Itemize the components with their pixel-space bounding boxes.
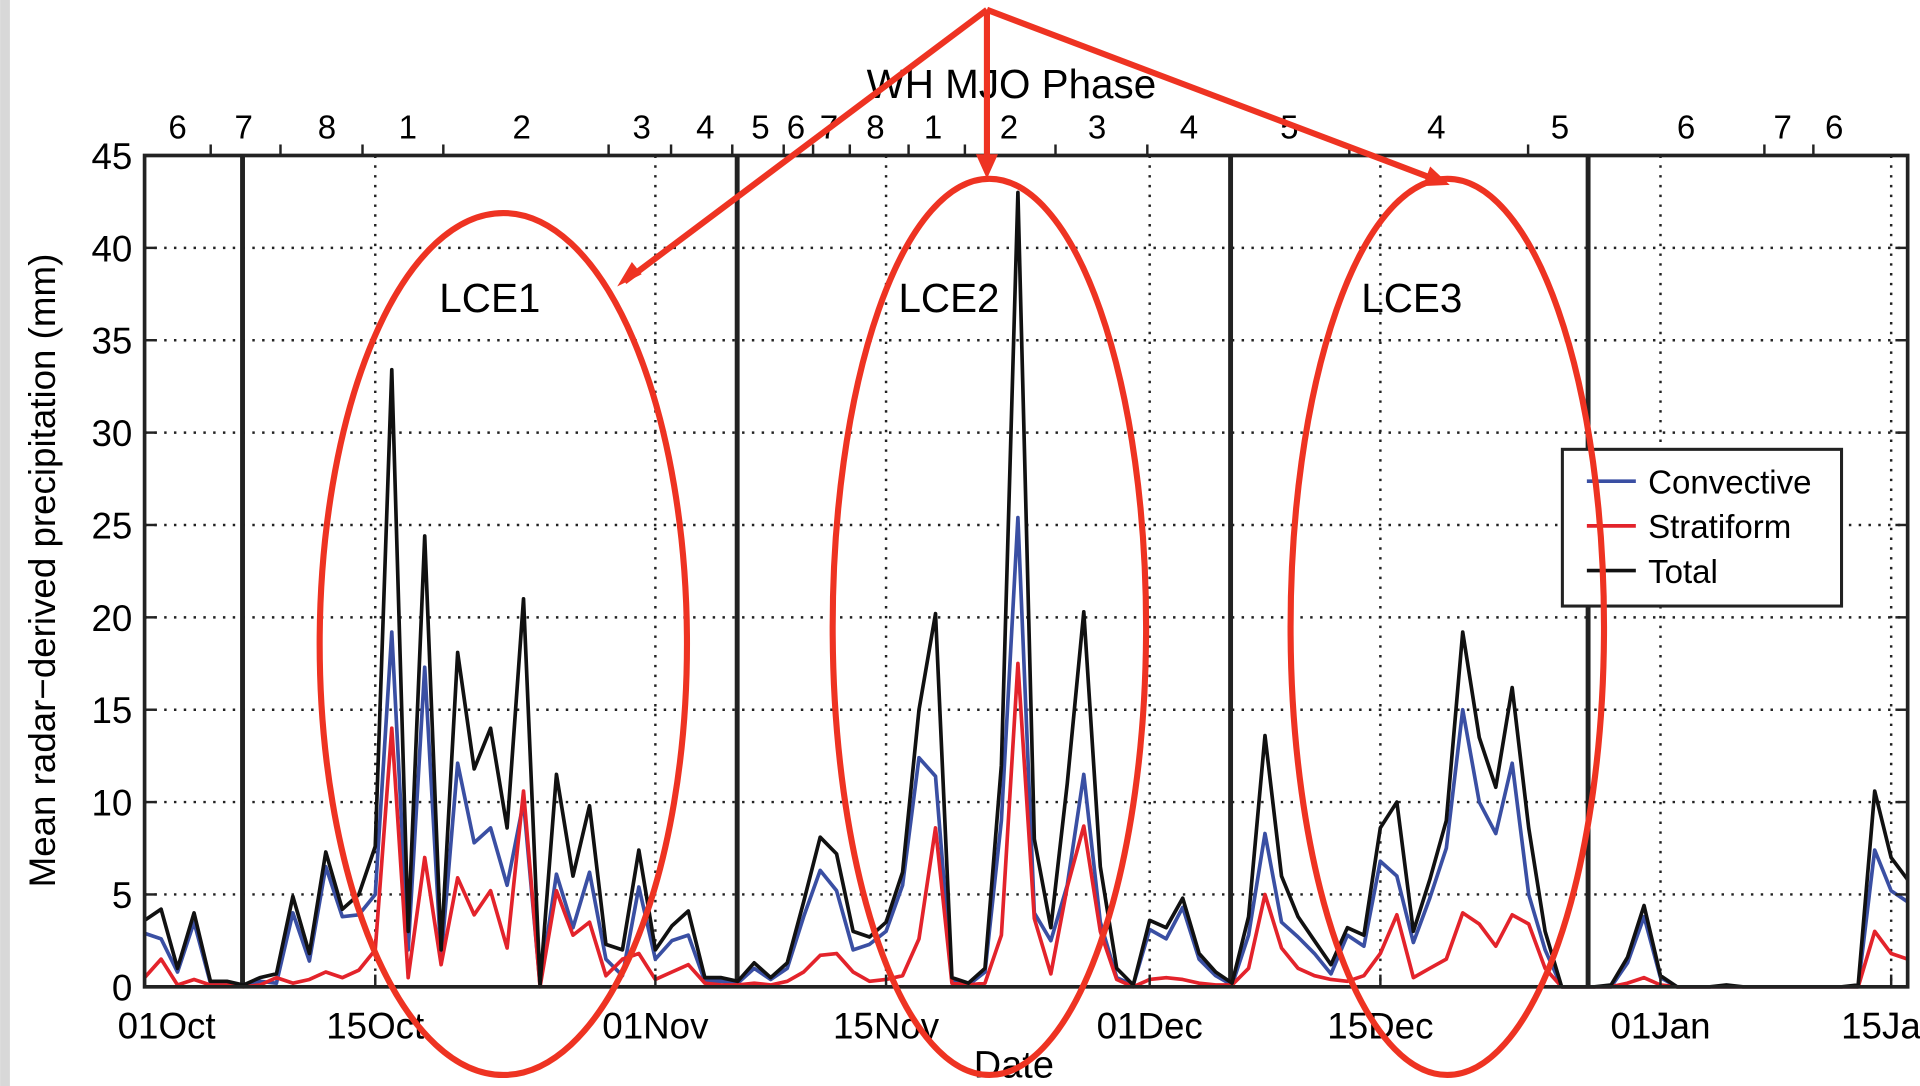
phase-label: 5 <box>1280 109 1298 146</box>
legend-label: Convective <box>1648 464 1811 501</box>
highlight-ellipse <box>829 175 1150 1079</box>
plot-frame <box>142 153 1910 989</box>
series-line <box>143 190 1910 989</box>
highlight-ellipse <box>1287 175 1608 1079</box>
y-tick-label: 40 <box>91 228 132 269</box>
phase-label: 6 <box>1677 109 1695 146</box>
phase-label: 3 <box>632 109 650 146</box>
phase-label: 2 <box>512 109 530 146</box>
annotation: LCE1 <box>439 275 540 321</box>
legend: Convective Stratiform Total <box>1560 447 1844 608</box>
y-tick-label: 0 <box>112 967 132 1008</box>
x-tick-label: 01Oct <box>118 1005 216 1046</box>
phase-label: 5 <box>1551 109 1569 146</box>
phase-label: 6 <box>168 109 186 146</box>
x-tick-label: 01Jan <box>1610 1005 1710 1046</box>
phase-label: 1 <box>399 109 417 146</box>
phase-label: 1 <box>924 109 942 146</box>
y-tick-label: 35 <box>91 321 132 362</box>
phase-label: 8 <box>866 109 884 146</box>
phase-label: 7 <box>235 109 253 146</box>
arrow-head <box>1422 166 1450 187</box>
y-tick-label: 45 <box>91 136 132 177</box>
x-tick-label: 01Nov <box>602 1005 709 1046</box>
phase-label: 6 <box>1825 109 1843 146</box>
phase-label: 3 <box>1088 109 1106 146</box>
phase-label: 4 <box>1427 109 1445 146</box>
phase-label: 4 <box>1180 109 1198 146</box>
annotation: LCE2 <box>898 275 999 321</box>
y-tick-label: 10 <box>91 783 132 824</box>
phase-label: 4 <box>696 109 714 146</box>
x-tick-label: 15Jan <box>1841 1005 1920 1046</box>
phase-label: 7 <box>1774 109 1792 146</box>
legend-label: Total <box>1648 554 1718 591</box>
legend-label: Stratiform <box>1648 509 1791 546</box>
y-tick-label: 25 <box>91 505 132 546</box>
annotation: LCE3 <box>1361 275 1462 321</box>
y-tick-label: 15 <box>91 690 132 731</box>
x-tick-label: 15Dec <box>1327 1005 1433 1046</box>
arrow <box>622 7 989 285</box>
x-tick-label: 15Nov <box>833 1005 940 1046</box>
highlights <box>316 6 1608 1079</box>
arrow-head <box>975 154 998 179</box>
phase-label: 6 <box>787 109 805 146</box>
highlight-ellipse <box>316 209 691 1079</box>
y-tick-label: 5 <box>112 875 132 916</box>
y-tick-label: 20 <box>91 598 132 639</box>
phase-label: 8 <box>318 109 336 146</box>
y-axis-title: Mean radar−derived precipitation (mm) <box>22 254 63 888</box>
arrow <box>985 6 1442 185</box>
phase-label: 5 <box>751 109 769 146</box>
top-axis-title: WH MJO Phase <box>867 61 1157 107</box>
x-tick-label: 01Dec <box>1097 1005 1203 1046</box>
left-border <box>0 0 10 1086</box>
arrow-head <box>617 262 642 287</box>
y-tick-label: 30 <box>91 413 132 454</box>
phase-label: 2 <box>1000 109 1018 146</box>
